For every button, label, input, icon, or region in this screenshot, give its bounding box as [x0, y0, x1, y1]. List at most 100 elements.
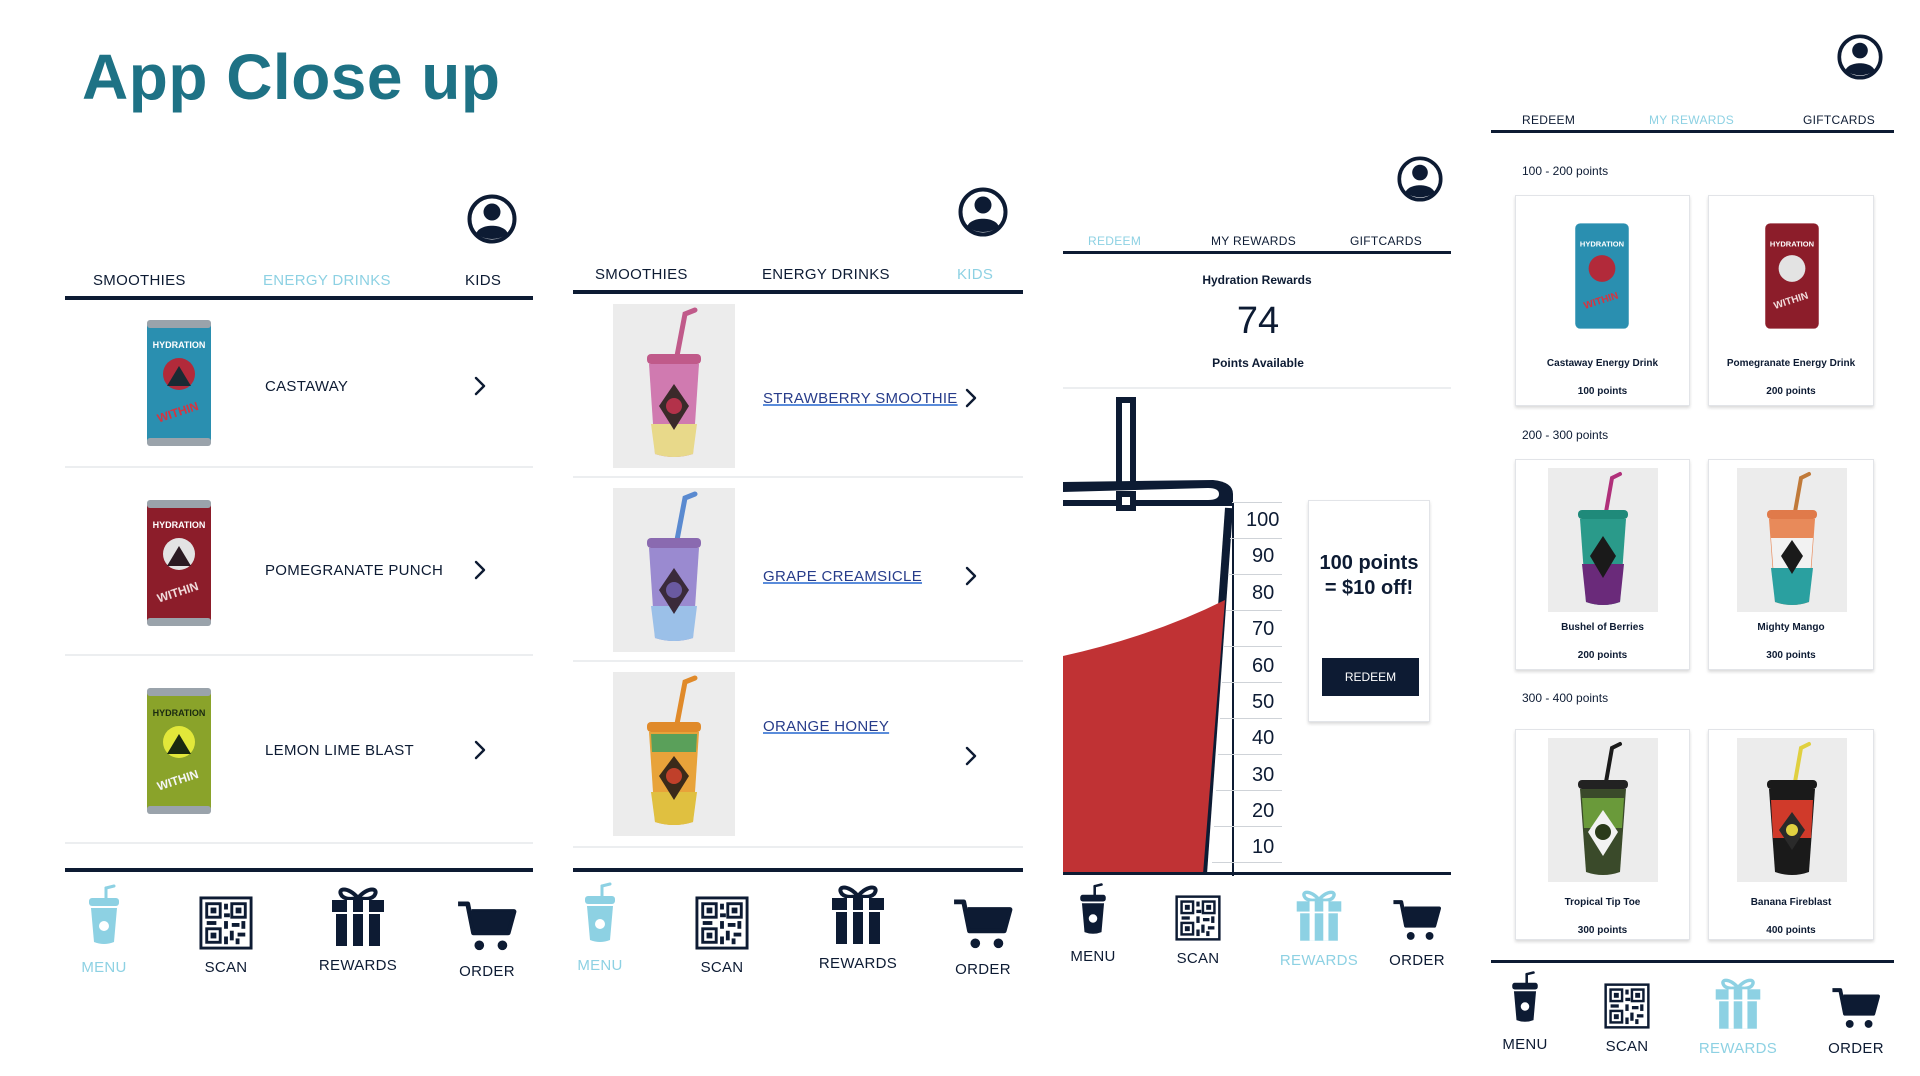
tropical-tip-toe-cup-image — [1548, 738, 1658, 882]
tab-my-rewards[interactable]: MY REWARDS — [1211, 234, 1297, 248]
nav-label: SCAN — [1605, 1038, 1649, 1055]
item-link[interactable]: ORANGE HONEY — [763, 718, 890, 735]
nav-order[interactable]: ORDER — [1824, 987, 1888, 1057]
list-item[interactable]: HYDRATION WITHIN CASTAWAY — [65, 304, 533, 468]
item-label[interactable]: CASTAWAY — [265, 378, 349, 395]
chevron-right-icon[interactable] — [961, 386, 981, 410]
scale-label: 40 — [1252, 727, 1275, 749]
nav-label: ORDER — [955, 961, 1011, 978]
reward-name: Castaway Energy Drink — [1546, 358, 1659, 369]
reward-points: 400 points — [1766, 925, 1816, 936]
qr-code-icon — [1175, 895, 1221, 941]
tab-giftcards[interactable]: GIFTCARDS — [1803, 113, 1876, 127]
nav-scan[interactable]: SCAN — [685, 896, 759, 976]
nav-label: MENU — [1502, 1036, 1548, 1053]
list-item[interactable]: HYDRATION WITHIN POMEGRANATE PUNCH — [65, 470, 533, 656]
category-tabs: SMOOTHIES ENERGY DRINKS KIDS — [65, 262, 533, 300]
nav-label: ORDER — [1828, 1040, 1884, 1057]
list-item[interactable]: GRAPE CREAMSICLE — [573, 480, 1023, 662]
mighty-mango-cup-image — [1737, 468, 1847, 612]
nav-menu[interactable]: MENU — [1499, 969, 1551, 1053]
rewards-tabs: REDEEM MY REWARDS GIFTCARDS — [1491, 103, 1894, 133]
reward-card[interactable]: Tropical Tip Toe 300 points — [1515, 729, 1690, 940]
points-cup-gauge — [1063, 397, 1234, 876]
nav-label: SCAN — [204, 959, 248, 976]
rewards-heading: Hydration Rewards — [1202, 273, 1312, 287]
pomegranate-can-image: HYDRATION WITHIN — [1765, 223, 1819, 329]
item-label[interactable]: POMEGRANATE PUNCH — [265, 562, 444, 579]
list-item[interactable]: HYDRATION WITHIN LEMON LIME BLAST — [65, 658, 533, 844]
reward-card[interactable]: Banana Fireblast 400 points — [1708, 729, 1874, 940]
nav-label: SCAN — [1176, 950, 1220, 967]
bottom-nav: MENU SCAN REWARDS ORDER — [1491, 960, 1894, 1060]
nav-order[interactable]: ORDER — [945, 898, 1021, 978]
tab-redeem[interactable]: REDEEM — [1088, 234, 1142, 248]
tab-my-rewards[interactable]: MY REWARDS — [1649, 113, 1735, 127]
nav-label: MENU — [1070, 948, 1116, 965]
chevron-right-icon[interactable] — [961, 744, 981, 768]
nav-label: ORDER — [459, 963, 515, 980]
svg-text:HYDRATION: HYDRATION — [1770, 240, 1814, 249]
list-item[interactable]: STRAWBERRY SMOOTHIE — [573, 298, 1023, 478]
svg-text:HYDRATION: HYDRATION — [153, 520, 206, 530]
reward-card[interactable]: HYDRATION WITHIN Castaway Energy Drink 1… — [1515, 195, 1690, 406]
profile-avatar-icon[interactable] — [467, 194, 517, 244]
reward-card[interactable]: HYDRATION WITHIN Pomegranate Energy Drin… — [1708, 195, 1874, 406]
redeem-button[interactable]: REDEEM — [1322, 658, 1419, 696]
chevron-right-icon[interactable] — [961, 564, 981, 588]
nav-scan[interactable]: SCAN — [1168, 895, 1228, 967]
chevron-right-icon[interactable] — [470, 374, 490, 398]
bottom-nav: MENU SCAN REWARDS ORDER — [65, 868, 533, 980]
profile-avatar-icon[interactable] — [1837, 34, 1883, 80]
gift-icon — [330, 884, 386, 948]
reward-name: Pomegranate Energy Drink — [1726, 358, 1856, 369]
nav-rewards[interactable]: REWARDS — [813, 882, 903, 972]
nav-rewards[interactable]: REWARDS — [1696, 975, 1780, 1057]
item-link[interactable]: GRAPE CREAMSICLE — [763, 568, 923, 585]
cart-icon — [952, 898, 1014, 952]
tab-energy-drinks[interactable]: ENERGY DRINKS — [263, 272, 391, 289]
scale-label: 20 — [1252, 800, 1275, 822]
tab-redeem[interactable]: REDEEM — [1522, 113, 1576, 127]
bottom-nav: MENU SCAN REWARDS ORDER — [1063, 872, 1451, 972]
reward-card[interactable]: Bushel of Berries 200 points — [1515, 459, 1690, 670]
reward-card[interactable]: Mighty Mango 300 points — [1708, 459, 1874, 670]
tab-smoothies[interactable]: SMOOTHIES — [595, 266, 688, 283]
points-value: 74 — [1236, 300, 1280, 342]
castaway-can-image: HYDRATION WITHIN — [1575, 223, 1629, 329]
nav-menu[interactable]: MENU — [69, 882, 139, 976]
gift-icon — [1714, 975, 1762, 1031]
reward-points: 200 points — [1577, 650, 1628, 661]
reward-name: Bushel of Berries — [1561, 622, 1644, 633]
chevron-right-icon[interactable] — [470, 558, 490, 582]
cup-icon — [1508, 969, 1542, 1027]
castaway-can-image: HYDRATION WITHIN — [147, 320, 211, 446]
tab-smoothies[interactable]: SMOOTHIES — [93, 272, 186, 289]
grape-cup-image — [613, 488, 735, 652]
tab-kids[interactable]: KIDS — [465, 272, 502, 289]
gift-icon — [830, 882, 886, 946]
nav-menu[interactable]: MENU — [1067, 881, 1119, 965]
nav-scan[interactable]: SCAN — [189, 896, 263, 976]
profile-avatar-icon[interactable] — [958, 187, 1008, 237]
nav-order[interactable]: ORDER — [1385, 899, 1449, 969]
list-item[interactable]: ORANGE HONEY — [573, 664, 1023, 848]
section-label: 300 - 400 points — [1522, 691, 1609, 705]
qr-code-icon — [199, 896, 253, 950]
nav-scan[interactable]: SCAN — [1597, 983, 1657, 1055]
chevron-right-icon[interactable] — [470, 738, 490, 762]
tab-giftcards[interactable]: GIFTCARDS — [1350, 234, 1423, 248]
nav-rewards[interactable]: REWARDS — [313, 884, 403, 974]
profile-avatar-icon[interactable] — [1397, 156, 1443, 202]
tab-energy-drinks[interactable]: ENERGY DRINKS — [762, 266, 890, 283]
nav-label: MENU — [577, 957, 623, 974]
nav-menu[interactable]: MENU — [565, 880, 635, 974]
scale-label: 90 — [1252, 545, 1275, 567]
item-link[interactable]: STRAWBERRY SMOOTHIE — [763, 390, 958, 407]
bushel-of-berries-cup-image — [1548, 468, 1658, 612]
nav-label: REWARDS — [818, 955, 898, 972]
nav-order[interactable]: ORDER — [449, 900, 525, 980]
tab-kids[interactable]: KIDS — [957, 266, 994, 283]
item-label[interactable]: LEMON LIME BLAST — [265, 742, 415, 759]
nav-rewards[interactable]: REWARDS — [1277, 887, 1361, 969]
